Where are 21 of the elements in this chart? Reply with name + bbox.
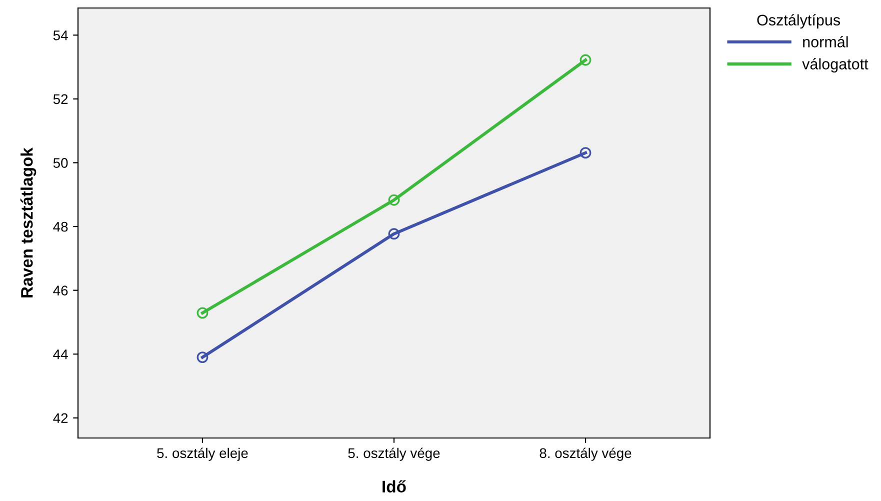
x-tick-label: 8. osztály vége — [540, 448, 632, 461]
legend-label: normál — [803, 36, 848, 48]
x-axis-title: Idő — [382, 480, 406, 493]
point — [196, 352, 208, 363]
legend-title: Osztálytípus — [757, 14, 840, 29]
x-tick-label: 5. osztály vége — [348, 448, 440, 461]
point — [388, 194, 400, 206]
y-tick-label: 42 — [53, 413, 68, 423]
y-tick-label: 44 — [53, 350, 68, 360]
x-tick-label: 5. osztály eleje — [157, 448, 248, 461]
y-tick-label: 48 — [53, 222, 68, 232]
y-tick-label: 52 — [53, 94, 68, 104]
y-tick-label: 46 — [53, 286, 68, 296]
point — [580, 147, 592, 159]
point — [580, 54, 592, 66]
point — [196, 307, 208, 319]
y-axis-title: Raven tesztátlagok — [20, 147, 36, 298]
point — [388, 228, 400, 240]
y-tick-label: 50 — [53, 158, 68, 168]
legend-label: válogatott — [802, 58, 868, 72]
y-tick-label: 54 — [53, 30, 68, 40]
